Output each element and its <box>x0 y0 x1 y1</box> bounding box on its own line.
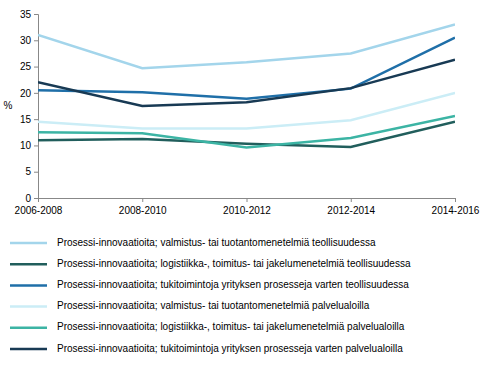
y-tick-mark <box>34 198 38 199</box>
y-tick-label: 25 <box>20 61 32 72</box>
x-tick-label: 2008-2010 <box>119 205 167 216</box>
y-tick-label: 0 <box>25 193 31 204</box>
y-tick-mark <box>34 145 38 146</box>
x-axis-line <box>39 199 456 203</box>
y-tick-mark <box>34 93 38 94</box>
x-axis: 2006-2008 2008-2010 2010-2012 2012-2014 2014… <box>15 198 480 216</box>
y-tick: 0 <box>25 193 38 204</box>
y-tick-mark <box>34 40 38 41</box>
y-tick: 35 <box>20 9 38 20</box>
legend-label: Prosessi-innovaatioita; logistiikka-, to… <box>57 258 411 269</box>
chart: 0 5 10 15 20 25 30 35 2006-2008 2008-2010 2010-201… <box>0 0 491 378</box>
y-tick-label: 10 <box>20 140 32 151</box>
legend-label: Prosessi-innovaatioita; valmistus- tai t… <box>57 300 370 311</box>
y-tick-mark <box>34 67 38 68</box>
legend-label: Prosessi-innovaatioita; logistiikka-, to… <box>57 321 405 332</box>
series-line <box>38 38 455 99</box>
y-tick-mark <box>34 14 38 15</box>
series-line <box>38 60 455 106</box>
y-axis-title: % <box>4 100 13 111</box>
x-tick: 2006-2008 <box>15 198 63 216</box>
y-tick: 30 <box>20 35 38 46</box>
y-tick-label: 20 <box>20 88 32 99</box>
legend-label: Prosessi-innovaatioita; tukitoimintoja y… <box>57 279 409 290</box>
legend-swatch <box>10 305 47 308</box>
y-tick-mark <box>34 172 38 173</box>
series-line <box>38 93 455 129</box>
legend: Prosessi-innovaatioita; valmistus- tai t… <box>10 237 411 354</box>
y-tick-label: 15 <box>20 114 32 125</box>
x-tick-mark <box>351 198 352 202</box>
series-line <box>38 25 455 69</box>
x-tick-mark <box>38 198 39 202</box>
x-tick-label: 2014-2016 <box>432 205 480 216</box>
y-tick: 25 <box>20 61 38 72</box>
x-tick: 2008-2010 <box>119 198 167 216</box>
x-tick: 2012-2014 <box>327 198 375 216</box>
y-axis-line <box>34 15 39 199</box>
legend-swatch <box>10 348 47 351</box>
x-tick: 2014-2016 <box>432 198 480 216</box>
legend-label: Prosessi-innovaatioita; valmistus- tai t… <box>57 237 376 248</box>
y-tick: 20 <box>20 88 38 99</box>
y-tick-label: 35 <box>20 9 32 20</box>
y-tick: 15 <box>20 114 38 125</box>
legend-swatch <box>10 263 47 266</box>
x-tick-label: 2006-2008 <box>15 205 63 216</box>
plot: 0 5 10 15 20 25 30 35 2006-2008 2008-2010 2010-201… <box>15 9 480 216</box>
legend-label: Prosessi-innovaatioita; tukitoimintoja y… <box>57 343 403 354</box>
x-tick-label: 2012-2014 <box>327 205 375 216</box>
x-tick-mark <box>247 198 248 202</box>
legend-swatch <box>10 327 47 330</box>
legend-swatch <box>10 242 47 245</box>
y-tick-label: 30 <box>20 35 32 46</box>
lines <box>38 25 455 148</box>
y-tick: 5 <box>25 166 38 177</box>
x-tick: 2010-2012 <box>223 198 271 216</box>
y-tick-label: 5 <box>25 166 31 177</box>
series-line <box>38 116 455 148</box>
y-axis: 0 5 10 15 20 25 30 35 <box>20 9 39 204</box>
legend-swatch <box>10 284 47 287</box>
x-tick-mark <box>455 198 456 202</box>
x-tick-mark <box>142 198 143 202</box>
x-tick-label: 2010-2012 <box>223 205 271 216</box>
y-tick: 10 <box>20 140 38 151</box>
y-tick-mark <box>34 119 38 120</box>
